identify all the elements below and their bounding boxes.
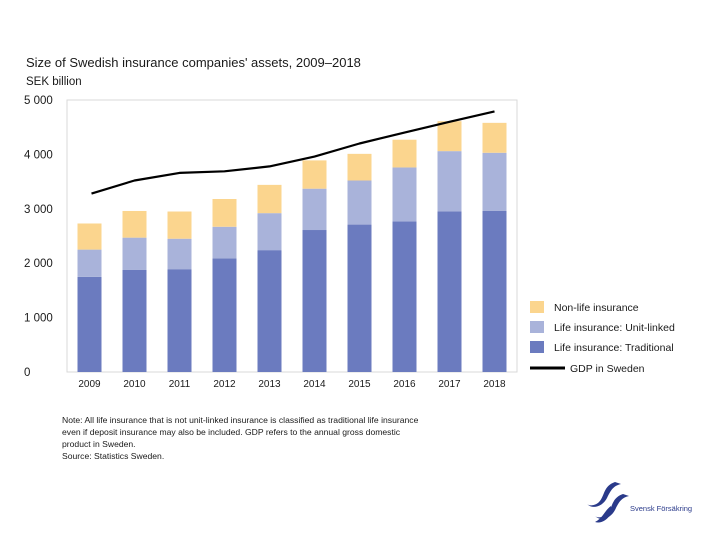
x-tick-label: 2013: [258, 379, 281, 390]
bar-life-insurance-unit-linked-2018: [482, 152, 507, 211]
gdp-line-layer: [91, 110, 495, 195]
bar-life-insurance-traditional-2010: [122, 269, 147, 372]
bars: [77, 121, 507, 372]
x-tick-label: 2015: [348, 379, 371, 390]
svensk-forsakring-logo-icon: [587, 482, 629, 523]
bar-life-insurance-traditional-2016: [392, 221, 417, 372]
bar-life-insurance-unit-linked-2010: [122, 237, 147, 270]
y-tick-label: 0: [24, 367, 30, 379]
y-tick-label: 3 000: [24, 204, 53, 216]
bar-life-insurance-unit-linked-2015: [347, 180, 372, 225]
note-line-1: Note: All life insurance that is not uni…: [62, 415, 419, 425]
x-tick-label: 2011: [169, 379, 191, 390]
bar-non-life-insurance-2015: [347, 153, 372, 181]
bar-non-life-insurance-2010: [122, 210, 147, 238]
chart-title: Size of Swedish insurance companies' ass…: [26, 55, 361, 70]
legend-label: Life insurance: Traditional: [554, 342, 674, 354]
y-tick-label: 2 000: [24, 258, 53, 270]
bar-life-insurance-unit-linked-2011: [167, 238, 192, 270]
note-line-2: even if deposit insurance may also be in…: [62, 427, 401, 437]
bar-non-life-insurance-2012: [212, 199, 237, 227]
x-tick-label: 2018: [483, 379, 506, 390]
bar-life-insurance-traditional-2013: [257, 250, 282, 372]
y-axis-ticks: 0 1 000 2 000 3 000 4 000 5 000: [24, 95, 53, 379]
y-tick-label: 1 000: [24, 313, 53, 325]
x-tick-label: 2012: [213, 379, 236, 390]
bar-life-insurance-unit-linked-2009: [77, 249, 102, 277]
bar-non-life-insurance-2013: [257, 184, 282, 214]
bar-life-insurance-traditional-2017: [437, 211, 462, 372]
y-tick-label: 4 000: [24, 149, 53, 161]
legend-label: Non-life insurance: [554, 302, 639, 314]
gdp-line: [91, 110, 495, 195]
bar-non-life-insurance-2016: [392, 139, 417, 168]
x-tick-label: 2017: [438, 379, 461, 390]
bar-non-life-insurance-2009: [77, 223, 102, 250]
legend-swatch: [530, 301, 544, 313]
bar-life-insurance-traditional-2018: [482, 210, 507, 372]
legend-swatch: [530, 341, 544, 353]
bar-life-insurance-traditional-2012: [212, 258, 237, 372]
bar-non-life-insurance-2018: [482, 122, 507, 153]
logo-text: Svensk Försäkring: [630, 504, 693, 513]
bar-life-insurance-traditional-2015: [347, 224, 372, 372]
y-tick-label: 5 000: [24, 95, 53, 107]
x-tick-label: 2014: [303, 379, 326, 390]
bar-life-insurance-traditional-2009: [77, 276, 102, 372]
bar-life-insurance-unit-linked-2016: [392, 167, 417, 222]
legend-label: GDP in Sweden: [570, 363, 645, 375]
bar-life-insurance-traditional-2014: [302, 230, 327, 372]
legend-swatch: [530, 321, 544, 333]
legend: Non-life insurance Life insurance: Unit-l…: [530, 301, 675, 375]
y-axis-label: SEK billion: [26, 76, 82, 88]
bar-life-insurance-unit-linked-2014: [302, 188, 327, 231]
x-tick-label: 2009: [78, 379, 101, 390]
bar-life-insurance-unit-linked-2013: [257, 213, 282, 251]
bar-life-insurance-unit-linked-2012: [212, 226, 237, 259]
bar-non-life-insurance-2011: [167, 211, 192, 239]
bar-life-insurance-traditional-2011: [167, 269, 192, 372]
source-line: Source: Statistics Sweden.: [62, 451, 165, 461]
x-tick-label: 2016: [393, 379, 416, 390]
note-line-3: product in Sweden.: [62, 439, 136, 449]
bar-life-insurance-unit-linked-2017: [437, 151, 462, 212]
x-tick-label: 2010: [123, 379, 146, 390]
bar-non-life-insurance-2014: [302, 160, 327, 189]
bar-non-life-insurance-2017: [437, 121, 462, 152]
x-axis-ticks: 2009 2010 2011 2012 2013 2014 2015 2016 2017 2018: [78, 379, 506, 390]
legend-label: Life insurance: Unit-linked: [554, 322, 675, 334]
